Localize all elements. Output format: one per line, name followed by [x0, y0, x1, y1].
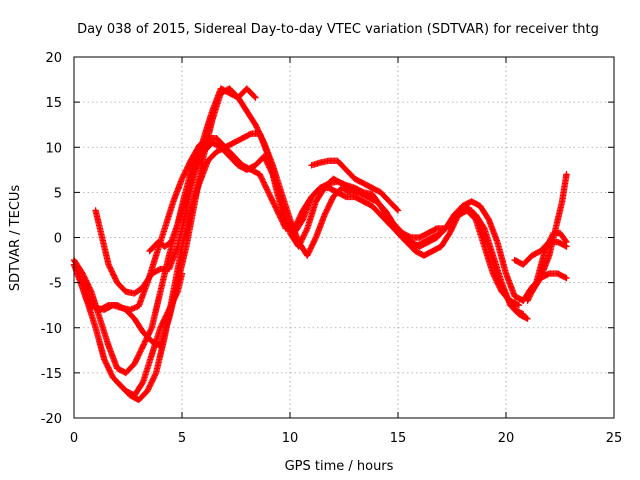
axis-ticks: 0 5 10 15 20 25 -20 -15 -10 -5 0 5 10 15 20: [41, 51, 623, 446]
grid-lines: [74, 57, 614, 418]
trace-marker: [152, 371, 159, 378]
data-point: [515, 301, 523, 309]
data-point: [312, 198, 320, 205]
y-tick-label: -15: [41, 367, 62, 382]
data-point: [139, 342, 147, 349]
data-point: [92, 324, 99, 331]
y-tick-label: 0: [54, 232, 62, 247]
trace-marker: [303, 226, 310, 234]
data-point: [416, 243, 423, 250]
data-point: [563, 171, 570, 178]
data-point: [252, 162, 259, 169]
y-tick-label: 20: [45, 51, 62, 66]
data-point: [234, 162, 242, 169]
data-point: [178, 175, 186, 183]
y-tick-label: 5: [54, 186, 62, 201]
trace-3: [75, 130, 531, 404]
data-point: [135, 302, 142, 310]
data-point: [183, 243, 190, 250]
x-tick-label: 20: [498, 431, 515, 446]
data-point: [330, 175, 337, 183]
data-point: [161, 225, 168, 232]
data-point: [148, 351, 155, 359]
data-point: [152, 252, 160, 259]
data-point: [304, 225, 311, 232]
x-tick-label: 10: [282, 431, 299, 446]
data-point: [88, 288, 95, 295]
x-tick-label: 5: [178, 431, 186, 446]
data-point: [265, 189, 272, 196]
x-tick-label: 15: [390, 431, 407, 446]
data-point: [92, 207, 99, 214]
data-point: [226, 153, 233, 160]
y-tick-label: 10: [45, 141, 62, 156]
data-point: [122, 369, 130, 377]
x-tick-label: 0: [70, 431, 78, 446]
data-point: [157, 288, 164, 295]
trace-marker: [147, 325, 155, 333]
data-point: [131, 360, 138, 368]
data-point: [96, 315, 104, 322]
y-tick-label: -5: [49, 277, 62, 292]
data-points-layer: [70, 85, 570, 404]
y-tick-label: -10: [41, 322, 62, 337]
y-tick-label: -20: [41, 412, 62, 427]
data-point: [425, 238, 432, 246]
data-point: [165, 252, 173, 259]
data-point: [256, 171, 263, 178]
data-point: [170, 198, 177, 205]
data-point: [98, 234, 106, 241]
data-point: [558, 198, 566, 205]
data-point: [433, 234, 441, 241]
x-tick-label: 25: [606, 431, 623, 446]
trace-2: [70, 139, 527, 377]
data-point: [243, 166, 250, 174]
data-point: [148, 324, 155, 331]
data-point: [105, 342, 112, 349]
chart-title: Day 038 of 2015, Sidereal Day-to-day VTE…: [77, 22, 599, 37]
y-tick-label: 15: [45, 96, 62, 111]
x-axis-label: GPS time / hours: [285, 459, 394, 474]
data-point: [213, 135, 220, 142]
data-point: [114, 365, 121, 372]
y-axis-label: SDTVAR / TECUs: [8, 185, 23, 292]
